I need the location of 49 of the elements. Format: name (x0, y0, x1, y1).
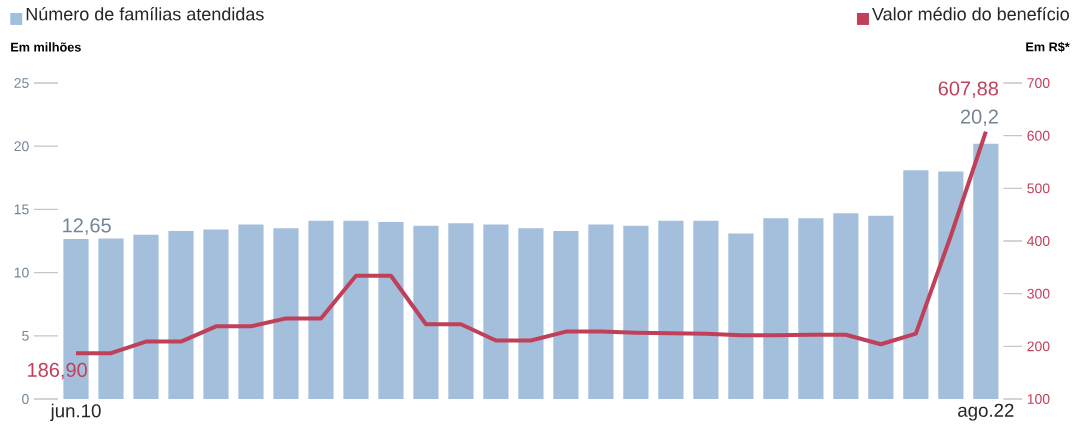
bar (168, 230, 194, 399)
data-label: 607,88 (938, 81, 999, 98)
bar (728, 233, 754, 399)
y-axis-title: Em milhões (11, 42, 81, 52)
bar (938, 171, 964, 399)
y2-tick-label: 600 (1027, 130, 1050, 141)
bar (693, 220, 719, 399)
bar (273, 228, 299, 399)
x-tick-label: jun.10 (50, 403, 101, 422)
bar (378, 222, 404, 399)
bar (798, 218, 824, 399)
y2-tick-label: 100 (1027, 394, 1050, 404)
bar (763, 218, 789, 399)
bar (413, 225, 439, 399)
y-tick-label: 20 (14, 141, 29, 152)
y-tick-label: 25 (14, 78, 29, 88)
y-tick-label: 0 (22, 394, 29, 404)
x-tick-label: ago.22 (958, 403, 1014, 421)
bar (868, 215, 894, 399)
bar (483, 224, 509, 399)
data-label: 186,90 (28, 362, 87, 380)
y2-tick-label: 300 (1027, 288, 1050, 299)
bar (343, 220, 369, 399)
bar (518, 228, 544, 399)
bar (903, 170, 929, 399)
bar (448, 223, 474, 399)
bar (553, 230, 579, 399)
bar (238, 224, 264, 399)
bar (973, 143, 999, 399)
y-tick-label: 5 (22, 330, 29, 341)
y2-tick-label: 400 (1027, 236, 1050, 246)
bar (98, 238, 124, 399)
bar (133, 234, 159, 399)
legend-label: Valor médio do benefício (872, 7, 1069, 21)
bar (658, 220, 684, 399)
y2-tick-label: 200 (1027, 341, 1050, 352)
y-tick-label: 15 (14, 204, 29, 215)
bar (203, 229, 229, 399)
bar (308, 220, 334, 399)
bar (588, 224, 614, 399)
data-label: 12,65 (63, 218, 111, 235)
legend-label: Número de famílias atendidas (26, 7, 264, 21)
bar (833, 213, 859, 399)
y2-tick-label: 500 (1027, 183, 1050, 194)
y-tick-label: 10 (14, 267, 29, 278)
y2-axis-title: Em R$* (1026, 41, 1070, 53)
y2-tick-label: 700 (1027, 78, 1050, 88)
data-label: 20,2 (960, 109, 998, 127)
bar (623, 225, 649, 399)
